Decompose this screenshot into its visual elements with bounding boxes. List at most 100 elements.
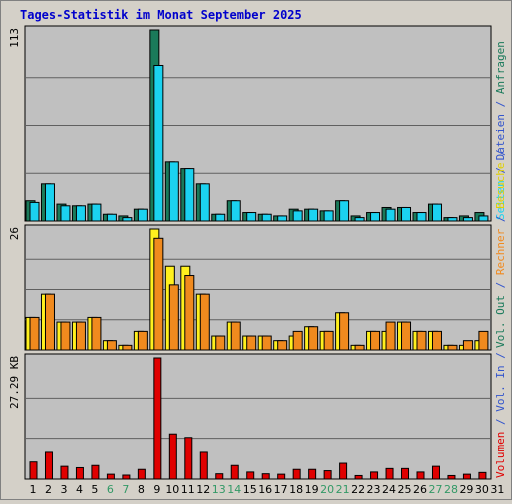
x-tick-label-day-17: 17	[274, 483, 288, 496]
bar-dateien-day-5	[91, 203, 102, 222]
bar-volumen-day-18	[292, 468, 301, 480]
bar-dateien-day-26	[416, 212, 427, 222]
bar-rechner-day-17	[277, 340, 288, 351]
bar-rechner-day-23	[370, 330, 381, 351]
right-legend-top: Seiten / Dateien / Anfragen	[494, 41, 507, 220]
bar-dateien-day-22	[354, 217, 365, 222]
bar-volumen-day-10	[168, 433, 177, 480]
bar-rechner-day-2	[44, 293, 55, 351]
legend-part-middle-4: Besuche	[494, 163, 507, 209]
x-tick-label-day-2: 2	[45, 483, 52, 496]
bar-volumen-day-29	[462, 473, 471, 480]
bar-dateien-day-11	[184, 168, 195, 222]
x-tick-label-day-24: 24	[382, 483, 396, 496]
bar-dateien-day-28	[447, 217, 458, 222]
bar-volumen-day-24	[385, 467, 394, 480]
bar-volumen-day-16	[261, 473, 270, 480]
x-tick-label-day-29: 29	[459, 483, 473, 496]
bar-volumen-day-11	[184, 437, 193, 480]
bar-rechner-day-20	[323, 330, 334, 351]
bar-rechner-day-5	[91, 316, 102, 351]
bar-dateien-day-12	[199, 183, 210, 222]
bar-volumen-day-23	[370, 471, 379, 480]
legend-part-top-4: Anfragen	[494, 41, 507, 94]
bar-rechner-day-30	[478, 330, 489, 351]
legend-part-top-2: Dateien	[494, 114, 507, 160]
x-tick-label-day-18: 18	[289, 483, 303, 496]
bar-rechner-day-27	[431, 330, 442, 351]
bar-dateien-day-16	[261, 213, 272, 222]
bar-dateien-day-25	[401, 206, 412, 222]
x-tick-label-day-27: 27	[428, 483, 442, 496]
bar-volumen-day-4	[75, 466, 84, 480]
bar-rechner-day-15	[246, 335, 257, 351]
bar-volumen-day-13	[215, 473, 224, 480]
bar-volumen-day-21	[339, 462, 348, 480]
legend-part-top-1: /	[494, 160, 507, 180]
x-tick-label-day-9: 9	[153, 483, 160, 496]
bar-rechner-day-16	[261, 335, 272, 351]
plot-area-visits	[24, 224, 492, 351]
bar-rechner-day-12	[199, 293, 210, 351]
x-tick-label-day-13: 13	[212, 483, 226, 496]
x-tick-label-day-25: 25	[398, 483, 412, 496]
x-tick-label-day-11: 11	[181, 483, 195, 496]
legend-part-bottom-2: Vol. In	[494, 365, 507, 411]
x-tick-label-day-3: 3	[60, 483, 67, 496]
bar-dateien-day-1	[29, 201, 40, 222]
x-tick-label-day-7: 7	[122, 483, 129, 496]
x-tick-label-day-14: 14	[227, 483, 241, 496]
x-tick-label-day-16: 16	[258, 483, 272, 496]
bar-volumen-day-6	[106, 473, 115, 480]
bar-rechner-day-13	[215, 335, 226, 351]
bar-dateien-day-14	[230, 200, 241, 222]
bar-rechner-day-8	[137, 330, 148, 351]
right-legend-bottom: Volumen / Vol. In /	[494, 352, 507, 478]
x-tick-label-day-5: 5	[91, 483, 98, 496]
bar-volumen-day-1	[29, 461, 38, 480]
bar-rechner-day-18	[292, 330, 303, 351]
bar-volumen-day-28	[447, 474, 456, 480]
bar-rechner-day-24	[385, 321, 396, 351]
bar-dateien-day-10	[168, 161, 179, 222]
bar-dateien-day-23	[370, 212, 381, 222]
legend-part-middle-5: /	[494, 149, 507, 162]
panel-volume: 27.29 KB	[8, 353, 492, 480]
panel-requests: 113	[8, 25, 492, 222]
bar-dateien-day-20	[323, 210, 334, 222]
bar-dateien-day-4	[75, 205, 86, 222]
x-tick-label-day-21: 21	[336, 483, 350, 496]
plot-area-volume	[24, 353, 492, 480]
bar-volumen-day-3	[60, 465, 69, 480]
bar-dateien-day-30	[478, 215, 489, 222]
bar-volumen-day-8	[137, 468, 146, 480]
bar-dateien-day-2	[44, 183, 55, 222]
bar-volumen-day-15	[246, 471, 255, 480]
bar-rechner-day-14	[230, 321, 241, 351]
legend-part-top-0: Seiten	[494, 180, 507, 220]
bar-dateien-day-27	[431, 203, 442, 222]
legend-part-middle-1: /	[494, 275, 507, 295]
bar-dateien-day-6	[106, 213, 117, 222]
bar-volumen-day-20	[323, 470, 332, 480]
x-tick-label-day-19: 19	[305, 483, 319, 496]
legend-part-middle-0: Vol. Out	[494, 295, 507, 348]
x-tick-label-day-30: 30	[475, 483, 489, 496]
bar-rechner-day-21	[339, 312, 350, 351]
x-tick-label-day-20: 20	[320, 483, 334, 496]
bar-rechner-day-22	[354, 344, 365, 351]
bar-rechner-day-25	[401, 321, 412, 351]
chart-title: Tages-Statistik im Monat September 2025	[20, 8, 302, 22]
legend-part-bottom-3: /	[494, 352, 507, 365]
bar-rechner-day-26	[416, 330, 427, 351]
bar-volumen-day-14	[230, 464, 239, 480]
legend-part-bottom-1: /	[494, 412, 507, 432]
bar-dateien-day-9	[153, 64, 164, 222]
y-max-label-volume: 27.29 KB	[8, 356, 21, 409]
panel-visits: 26	[8, 224, 492, 351]
bar-rechner-day-6	[106, 340, 117, 351]
bar-volumen-day-9	[153, 357, 162, 480]
legend-part-bottom-0: Volumen	[494, 432, 507, 478]
legend-part-top-3: /	[494, 94, 507, 114]
